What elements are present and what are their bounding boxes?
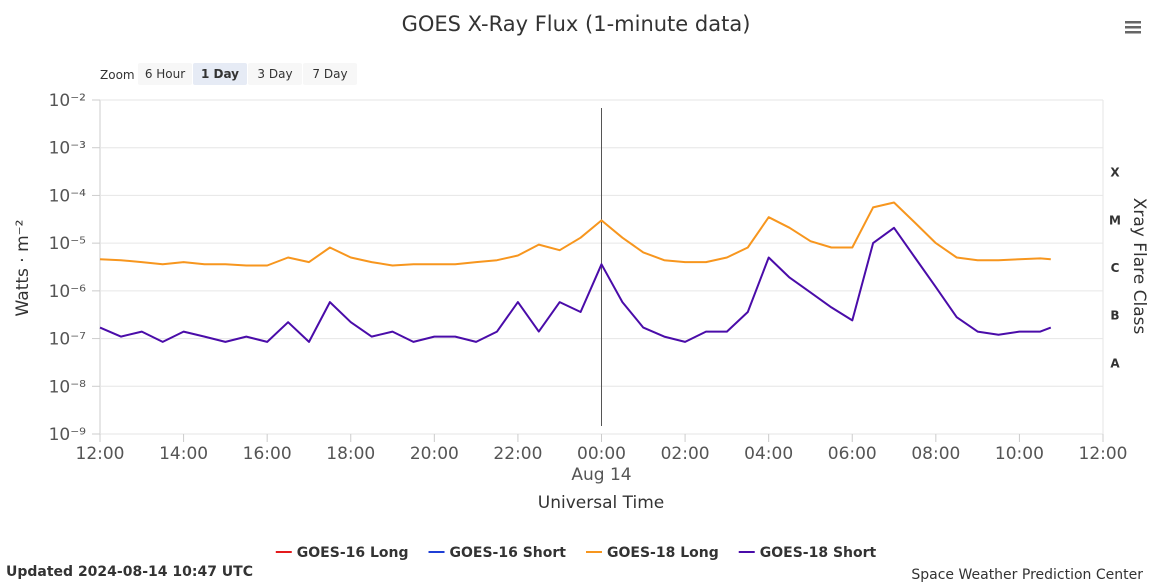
zoom-button-label[interactable]: 7 Day <box>312 67 347 81</box>
zoom-button-label[interactable]: 6 Hour <box>145 67 185 81</box>
y2-tick-label: B <box>1110 309 1119 323</box>
x-tick-label: 18:00 <box>326 444 375 464</box>
x-tick-label: 22:00 <box>493 444 542 464</box>
x-tick-label: 06:00 <box>828 444 877 464</box>
zoom-label: Zoom <box>100 68 135 82</box>
series-line <box>99 201 1051 267</box>
y-tick-label: 10⁻⁷ <box>49 330 87 350</box>
x-tick-label: 08:00 <box>911 444 960 464</box>
y-tick-label: 10⁻⁹ <box>49 425 87 445</box>
day-label: Aug 14 <box>571 465 631 485</box>
zoom-button[interactable] <box>303 63 357 85</box>
zoom-button-label[interactable]: 3 Day <box>257 67 292 81</box>
y-tick-label: 10⁻⁸ <box>49 377 87 397</box>
x-tick-label: 02:00 <box>661 444 710 464</box>
menu-button[interactable] <box>1125 21 1141 34</box>
zoom-button[interactable] <box>248 63 302 85</box>
credit: Space Weather Prediction Center <box>911 567 1143 582</box>
x-tick-label: 20:00 <box>410 444 459 464</box>
x-axis-title: Universal Time <box>538 493 664 513</box>
menu-bar[interactable] <box>1125 21 1141 24</box>
x-tick-label: 04:00 <box>744 444 793 464</box>
y2-axis-title: Xray Flare Class <box>1129 198 1149 335</box>
menu-bar[interactable] <box>1125 26 1141 29</box>
y2-tick-label: A <box>1110 356 1120 370</box>
y-tick-label: 10⁻⁴ <box>49 186 87 206</box>
menu-bar[interactable] <box>1125 31 1141 34</box>
chart-title: GOES X-Ray Flux (1-minute data) <box>402 12 751 36</box>
zoom-button[interactable] <box>138 63 192 85</box>
zoom-button[interactable] <box>193 63 247 85</box>
y2-tick-label: M <box>1109 213 1121 227</box>
x-tick-label: 12:00 <box>76 444 125 464</box>
y-axis-title: Watts · m⁻² <box>13 220 33 317</box>
legend-label[interactable]: GOES-18 Short <box>760 545 877 561</box>
y-tick-label: 10⁻³ <box>49 139 86 159</box>
series-line <box>99 226 1052 343</box>
x-tick-label: 16:00 <box>243 444 292 464</box>
x-tick-label: 00:00 <box>577 444 626 464</box>
legend-label[interactable]: GOES-16 Short <box>450 545 567 561</box>
zoom-button-label[interactable]: 1 Day <box>201 67 239 81</box>
legend-label[interactable]: GOES-16 Long <box>297 545 409 561</box>
updated-note: Updated 2024-08-14 10:47 UTC <box>6 564 253 580</box>
x-tick-label: 12:00 <box>1079 444 1128 464</box>
legend-label[interactable]: GOES-18 Long <box>607 545 719 561</box>
y-tick-label: 10⁻² <box>49 91 86 111</box>
y-tick-label: 10⁻⁵ <box>49 234 86 254</box>
y2-tick-label: C <box>1111 261 1120 275</box>
y-tick-label: 10⁻⁶ <box>49 282 87 302</box>
x-tick-label: 14:00 <box>159 444 208 464</box>
legend: GOES-16 Long GOES-16 Short GOES-18 Long GOE… <box>275 545 877 561</box>
x-tick-label: 10:00 <box>995 444 1044 464</box>
y2-tick-label: X <box>1110 166 1120 180</box>
